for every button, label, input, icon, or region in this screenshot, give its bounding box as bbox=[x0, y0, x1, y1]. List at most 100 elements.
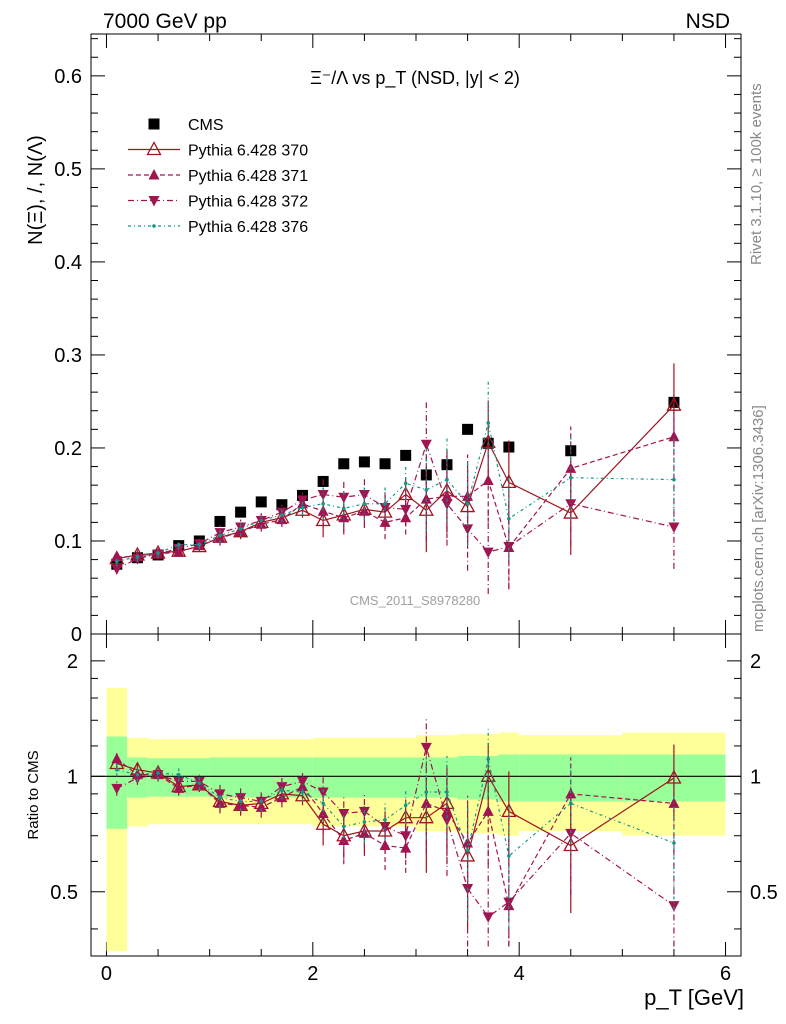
data-point bbox=[462, 423, 474, 435]
ratio-line bbox=[116, 762, 675, 858]
data-point bbox=[321, 501, 325, 506]
y-tick-label: 0.1 bbox=[54, 531, 82, 553]
legend-label: Pythia 6.428 370 bbox=[188, 143, 308, 160]
legend-marker bbox=[148, 196, 160, 207]
data-point bbox=[668, 522, 680, 534]
ratio-point bbox=[465, 848, 470, 853]
data-point bbox=[214, 528, 226, 539]
data-point bbox=[565, 499, 577, 510]
source-label: mcplots.cern.ch [arXiv:1306.3436] bbox=[750, 405, 767, 632]
x-tick-label: 4 bbox=[514, 963, 525, 985]
legend-item: Pythia 6.428 370 bbox=[128, 141, 308, 160]
ratio-y-tick-label-right: 1 bbox=[750, 766, 761, 788]
data-point bbox=[424, 488, 429, 492]
data-point bbox=[462, 524, 474, 535]
data-point bbox=[445, 477, 449, 482]
ratio-point bbox=[156, 771, 160, 775]
ratio-point bbox=[152, 770, 164, 781]
ratio-y-tick-label-right: 0.5 bbox=[750, 882, 778, 904]
ratio-bands bbox=[91, 687, 741, 952]
ratio-point bbox=[317, 787, 329, 799]
ratio-point bbox=[338, 808, 350, 820]
legend-item: CMS bbox=[148, 117, 224, 134]
ratio-y-tick-label: 0.5 bbox=[50, 882, 78, 904]
data-point bbox=[317, 489, 329, 501]
legend-marker bbox=[152, 224, 156, 228]
ratio-point bbox=[321, 801, 325, 806]
legend-item: Pythia 6.428 372 bbox=[128, 194, 308, 211]
ratio-point bbox=[135, 772, 140, 777]
series-line bbox=[116, 422, 674, 563]
data-point bbox=[280, 513, 284, 517]
ratio-point bbox=[114, 767, 119, 772]
ratio-line bbox=[116, 758, 675, 858]
data-point bbox=[297, 495, 309, 507]
legend-label: Pythia 6.428 376 bbox=[188, 219, 308, 236]
ratio-point bbox=[235, 793, 247, 804]
ratio-point bbox=[238, 799, 243, 804]
data-point bbox=[255, 496, 267, 508]
ratio-point bbox=[400, 831, 412, 842]
data-point bbox=[362, 501, 367, 506]
legend-label: Pythia 6.428 372 bbox=[188, 194, 308, 211]
series-line bbox=[116, 436, 675, 558]
data-point bbox=[197, 542, 202, 547]
data-point bbox=[672, 477, 676, 482]
data-point bbox=[300, 505, 305, 510]
ratio-y-tick-label: 2 bbox=[67, 651, 78, 673]
ratio-y-tick-label: 1 bbox=[67, 766, 78, 788]
y-tick-label: 0 bbox=[71, 624, 82, 646]
ratio-point bbox=[338, 834, 350, 846]
ratio-point bbox=[420, 742, 432, 754]
data-point bbox=[156, 551, 160, 555]
main-axes: 0 0.1 0.2 0.3 0.4 0.5 0.6 bbox=[54, 34, 741, 956]
data-point bbox=[238, 527, 243, 531]
legend-marker bbox=[146, 141, 162, 156]
ratio-point bbox=[507, 854, 511, 858]
y-tick-label: 0.4 bbox=[54, 252, 82, 274]
ratio-point bbox=[568, 801, 573, 806]
ratio-point bbox=[486, 757, 491, 761]
main-panel: 0 0.1 0.2 0.3 0.4 0.5 0.6 CMS_2011_S8978280 N(… bbox=[25, 33, 742, 956]
y-tick-label: 0.5 bbox=[54, 159, 82, 181]
data-point bbox=[338, 458, 350, 470]
data-point bbox=[111, 550, 123, 562]
data-point bbox=[400, 449, 412, 461]
ratio-point bbox=[482, 912, 494, 923]
legend-marker bbox=[148, 169, 160, 180]
ratio-point bbox=[672, 841, 676, 845]
data-point bbox=[358, 456, 370, 468]
y-tick-label: 0.3 bbox=[54, 345, 82, 367]
data-point bbox=[507, 516, 511, 521]
data-point bbox=[400, 504, 412, 516]
x-axis-label: p_T [GeV] bbox=[644, 985, 744, 1010]
main-title: Ξ⁻/Λ vs p_T (NSD, |y| < 2) bbox=[310, 68, 520, 89]
data-point bbox=[341, 506, 346, 511]
series-pythia-6-428-376 bbox=[114, 380, 676, 567]
legend-item: Pythia 6.428 376 bbox=[128, 219, 308, 236]
data-point bbox=[191, 538, 207, 553]
series-line bbox=[116, 442, 675, 570]
ratio-point bbox=[666, 769, 682, 784]
data-point bbox=[568, 475, 573, 480]
data-point bbox=[482, 474, 494, 486]
legend-label: Pythia 6.428 371 bbox=[188, 168, 308, 185]
data-point bbox=[668, 430, 680, 442]
data-point bbox=[338, 511, 350, 523]
inner-band bbox=[457, 755, 499, 800]
data-point bbox=[482, 547, 494, 559]
data-point bbox=[501, 474, 517, 489]
data-point bbox=[297, 489, 309, 501]
data-point bbox=[338, 492, 350, 504]
ratio-frame bbox=[90, 633, 742, 957]
ratio-ylabel: Ratio to CMS bbox=[25, 750, 42, 839]
data-point bbox=[176, 542, 181, 547]
main-ylabel: N(Ξ), /, N(Λ) bbox=[25, 135, 47, 245]
ratio-point bbox=[176, 772, 181, 777]
data-point bbox=[214, 515, 226, 527]
ratio-point bbox=[383, 818, 387, 822]
ratio-point bbox=[482, 805, 494, 816]
beam-label: 7000 GeV pp bbox=[103, 10, 227, 33]
ratio-point bbox=[218, 795, 222, 800]
